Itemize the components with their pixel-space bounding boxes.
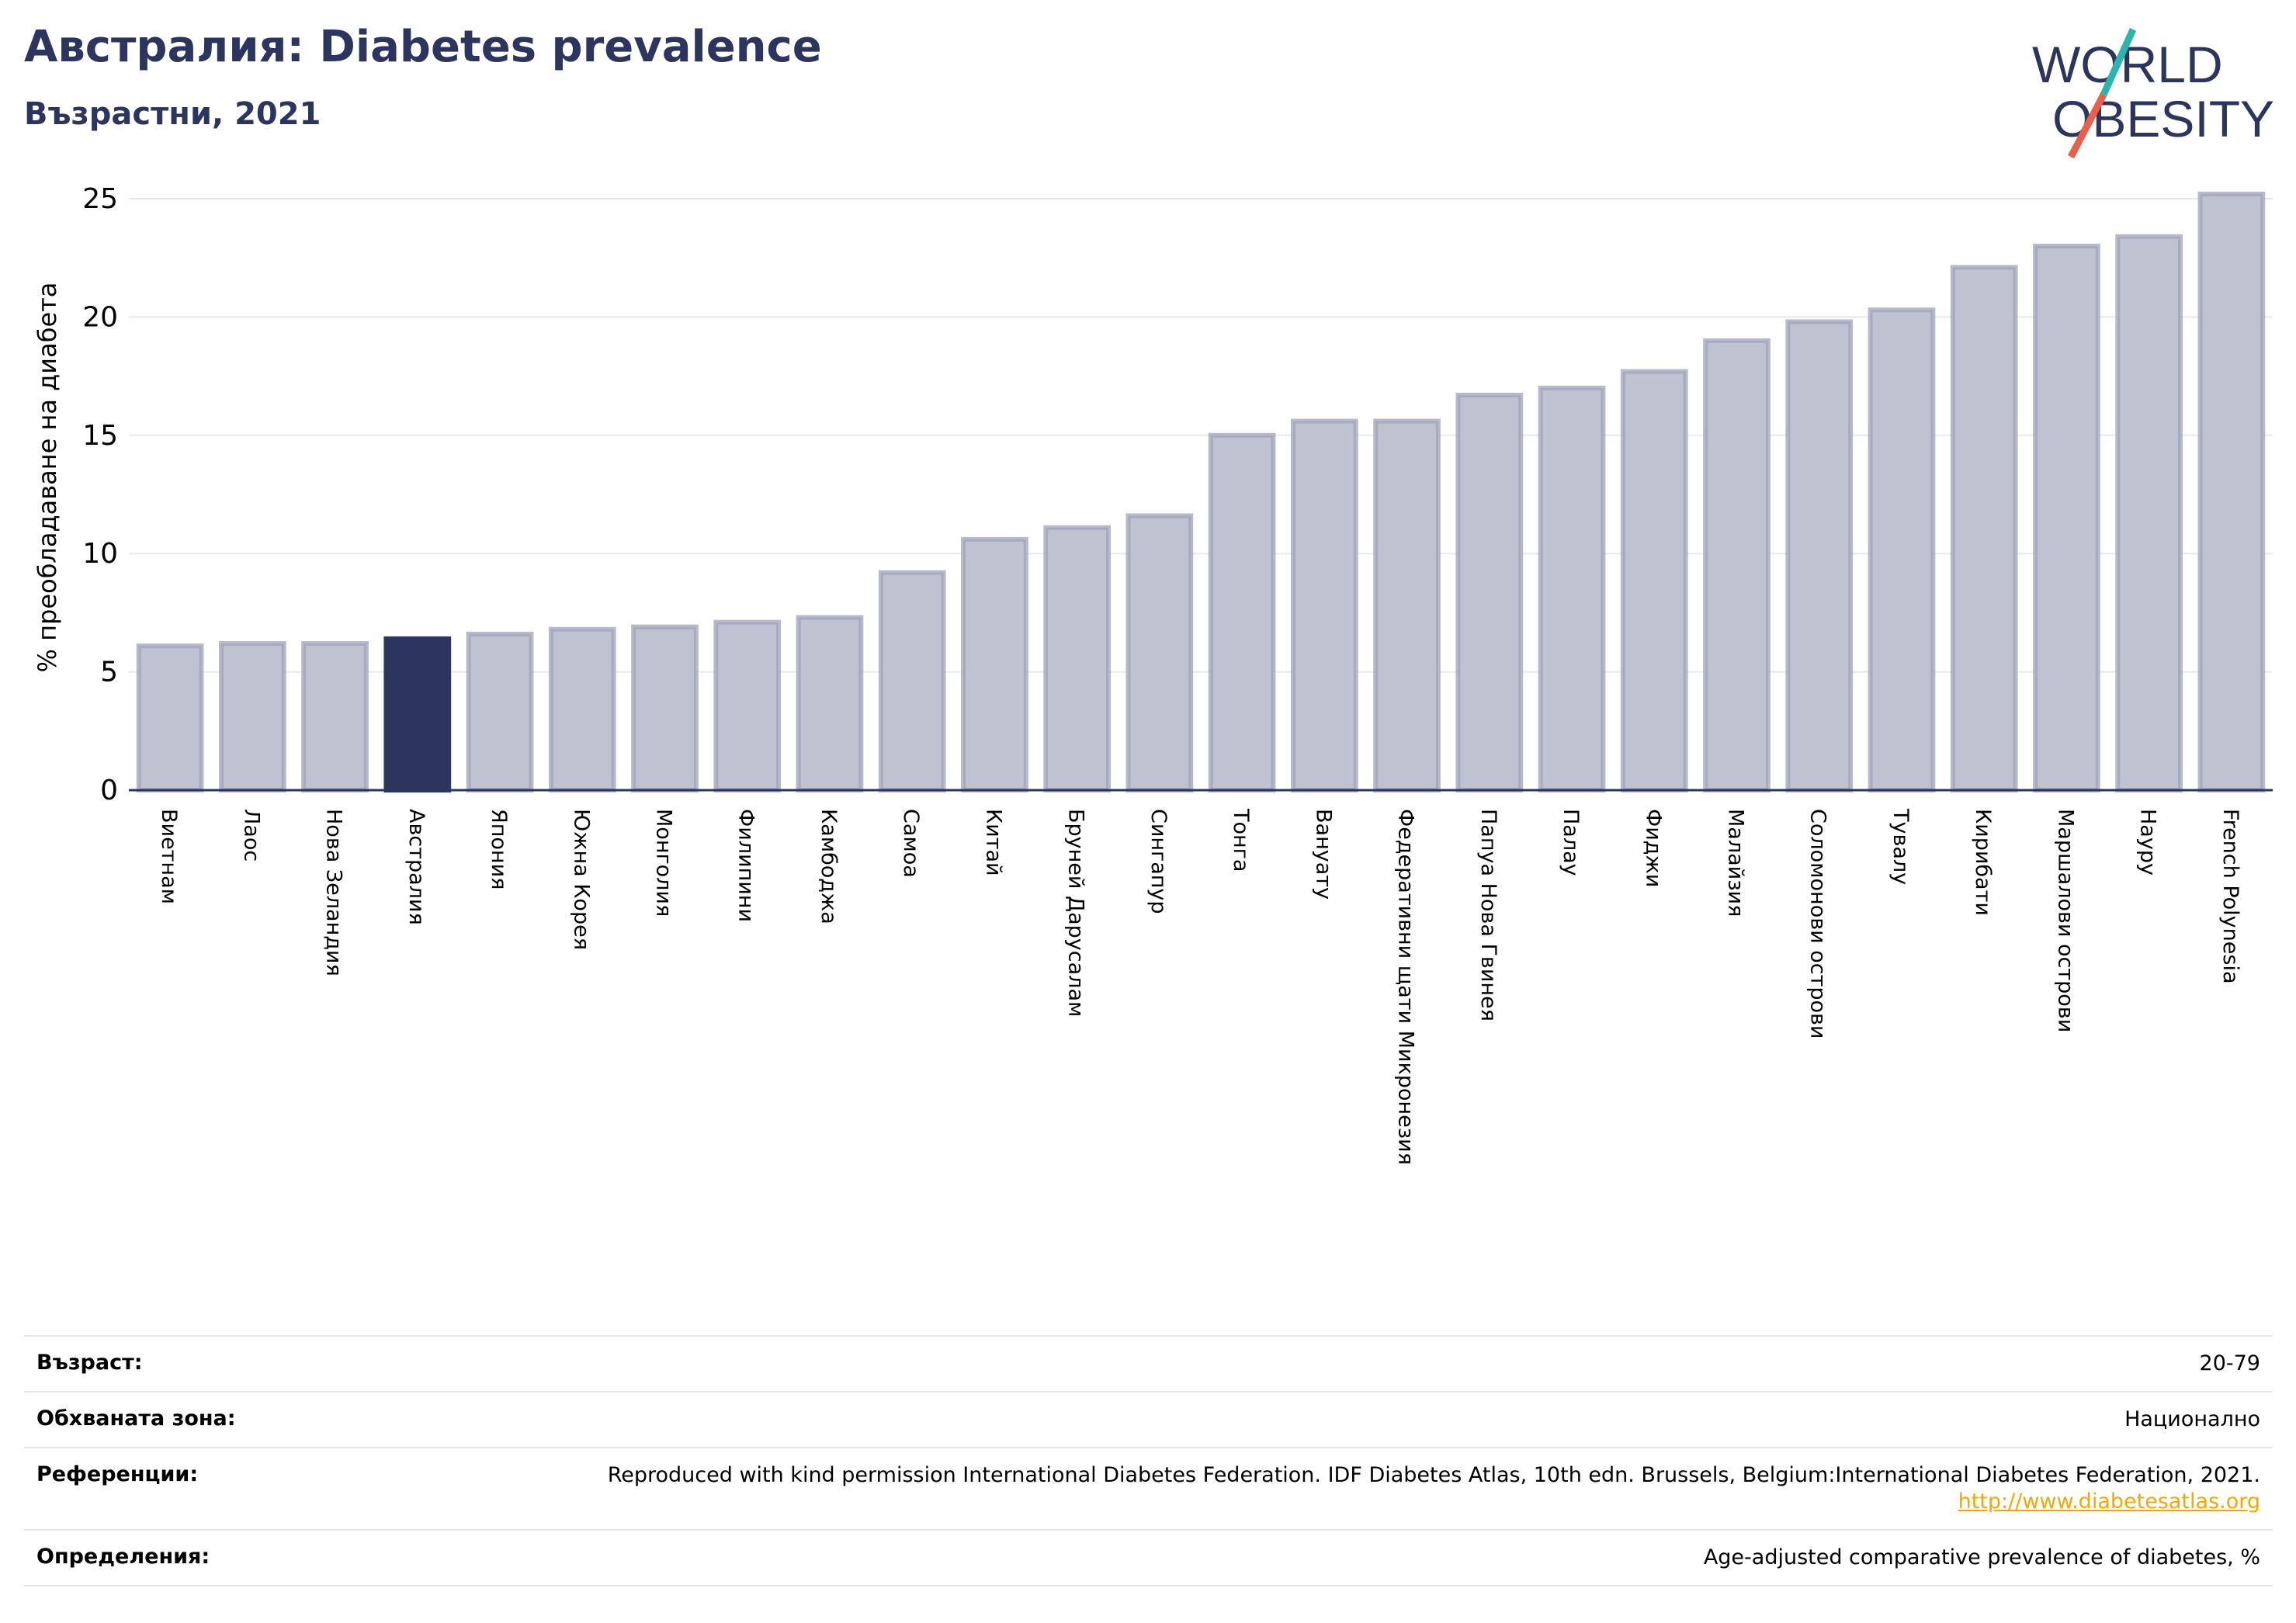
meta-row-coverage: Обхваната зона: Национално: [24, 1391, 2273, 1447]
bar: [1620, 369, 1688, 792]
bar: [1785, 319, 1854, 793]
bar: [301, 641, 369, 792]
bar: [136, 643, 204, 793]
bar: [1373, 418, 1441, 793]
x-tick-label: Науру: [2136, 809, 2160, 876]
y-tick-label: 20: [82, 301, 118, 333]
x-tick-label: Папуа Нова Гвинея: [1476, 809, 1500, 1021]
meta-value: Age-adjusted comparative prevalence of d…: [1703, 1545, 2260, 1569]
reference-text: Reproduced with kind permission Internat…: [607, 1463, 2260, 1487]
meta-row-references: Референции: Reproduced with kind permiss…: [24, 1447, 2273, 1529]
x-tick-label: Фиджи: [1641, 809, 1665, 887]
x-tick-label: Монголия: [652, 809, 676, 917]
y-tick-label: 10: [82, 538, 118, 570]
x-tick-label: Маршалови острови: [2053, 809, 2077, 1032]
bar: [961, 536, 1028, 792]
bar: [218, 641, 286, 792]
meta-row-age: Възраст: 20-79: [24, 1335, 2273, 1391]
x-tick-label: Тувалу: [1888, 808, 1913, 885]
x-tick-label: Австралия: [404, 809, 428, 925]
bar: [2033, 243, 2100, 792]
bar: [383, 636, 452, 792]
x-tick-label: Сингапур: [1146, 809, 1171, 914]
bar: [1868, 307, 1936, 793]
bar: [1455, 392, 1524, 792]
x-tick-label: Виетнам: [157, 809, 181, 904]
logo-slash-bottom: [2068, 92, 2107, 159]
y-tick-label: 15: [82, 420, 118, 452]
meta-value-references: Reproduced with kind permission Internat…: [553, 1462, 2260, 1515]
bar: [1538, 385, 1606, 792]
meta-value: Национално: [2124, 1407, 2260, 1431]
bar: [1208, 432, 1276, 792]
meta-label: Възраст:: [36, 1351, 143, 1375]
meta-label: Референции:: [36, 1462, 199, 1486]
y-tick-label: 5: [100, 657, 118, 688]
metadata-table: Възраст: 20-79 Обхваната зона: Националн…: [24, 1335, 2273, 1587]
bar: [631, 624, 699, 792]
bar: [1950, 265, 2018, 792]
x-axis-labels: Виетнам Лаос Нова Зеландия Австралия Япония Ю…: [157, 808, 2242, 1165]
x-tick-label: Лаос: [239, 809, 263, 862]
bar-chart: 0 5 10 15 20 25 Виетнам Лаос Нова Зеландия Австр…: [33, 183, 2273, 1165]
x-tick-label: Китай: [981, 809, 1005, 876]
x-tick-label: Соломонови острови: [1806, 809, 1830, 1039]
logo-slash-top: [2100, 28, 2137, 96]
bar: [1703, 338, 1771, 792]
meta-label: Обхваната зона:: [36, 1406, 236, 1431]
bar: [1125, 513, 1194, 792]
meta-row-definitions: Определения: Age-adjusted comparative pr…: [24, 1529, 2273, 1587]
x-tick-label: Южна Корея: [569, 809, 593, 950]
bar: [466, 631, 534, 792]
x-tick-label: Кирибати: [1971, 809, 1995, 916]
x-tick-label: Япония: [487, 809, 511, 890]
x-tick-label: Малайзия: [1724, 809, 1748, 917]
meta-label: Определения:: [36, 1545, 210, 1569]
y-axis-label: % преобладаване на диабета: [33, 283, 62, 673]
bar: [548, 626, 616, 793]
bars: [136, 191, 2266, 793]
bar: [878, 570, 946, 792]
x-tick-label: French Polynesia: [2218, 809, 2242, 984]
page-subtitle: Възрастни, 2021: [24, 96, 321, 132]
bar: [796, 615, 864, 792]
x-tick-label: Палау: [1559, 809, 1583, 876]
world-obesity-logo: WORLD OBESITY: [2032, 28, 2274, 159]
bar: [2197, 191, 2266, 793]
x-tick-label: Тонга: [1229, 808, 1253, 872]
y-axis-ticks: 0 5 10 15 20 25: [82, 183, 118, 806]
bar: [2115, 234, 2183, 792]
x-tick-label: Камбоджа: [817, 809, 841, 924]
bar: [1043, 525, 1112, 792]
x-tick-label: Бруней Дарусалам: [1064, 809, 1088, 1017]
y-tick-label: 25: [82, 183, 118, 215]
y-tick-label: 0: [100, 775, 118, 806]
meta-value: 20-79: [2199, 1351, 2260, 1375]
x-tick-label: Самоа: [899, 809, 923, 878]
x-tick-label: Филипини: [734, 809, 758, 922]
x-tick-label: Федеративни щати Микронезия: [1394, 809, 1418, 1165]
x-tick-label: Нова Зеландия: [322, 809, 346, 976]
reference-link[interactable]: http://www.diabetesatlas.org: [1958, 1489, 2260, 1514]
bar: [1290, 418, 1358, 793]
x-tick-label: Вануату: [1311, 809, 1335, 900]
page-title: Австралия: Diabetes prevalence: [24, 22, 822, 72]
bar: [713, 619, 782, 792]
